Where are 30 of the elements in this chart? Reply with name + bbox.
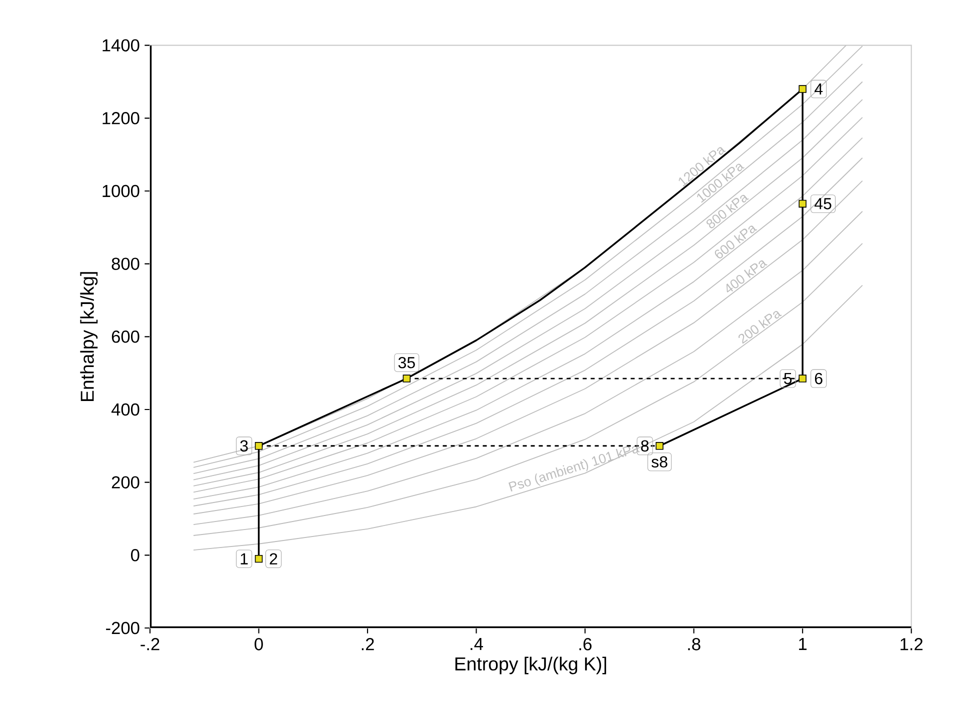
y-tick-label: 0 xyxy=(130,549,140,562)
y-axis-title: Enthalpy [kJ/kg] xyxy=(80,272,98,402)
x-tick-label: 1 xyxy=(799,638,807,650)
x-tick-label: .8 xyxy=(688,638,700,650)
x-tick-label: .2 xyxy=(362,638,374,650)
y-tick-label: 1000 xyxy=(102,184,140,198)
y-tick-label: 600 xyxy=(112,330,140,343)
x-tick-label: 0 xyxy=(254,638,263,650)
x-axis-title: Entropy [kJ/(kg K)] xyxy=(455,656,606,674)
y-tick-label: 1200 xyxy=(102,112,140,124)
annotation: 1 xyxy=(240,553,248,564)
y-tick-label: 800 xyxy=(112,258,140,270)
x-tick-label: .6 xyxy=(579,638,592,650)
annotation: 3 xyxy=(240,440,248,452)
annotation: 4 xyxy=(814,84,823,95)
annotation: 45 xyxy=(814,198,832,210)
x-tick-label: -.2 xyxy=(140,638,160,650)
y-tick-label: 200 xyxy=(112,476,140,488)
annotation: s8 xyxy=(652,456,668,468)
x-tick-label: .4 xyxy=(470,638,484,650)
text: 400 kPa xyxy=(726,260,768,292)
annotation: 6 xyxy=(814,372,822,384)
y-tick-label: 1400 xyxy=(102,39,140,52)
x-tick-label: 1.2 xyxy=(900,638,923,650)
text: 600 kPa xyxy=(714,226,758,258)
y-tick-label: 400 xyxy=(111,403,140,416)
annotation: 2 xyxy=(270,553,278,564)
text: 200 kPa xyxy=(738,310,782,344)
annotation: 35 xyxy=(398,356,415,368)
y-tick-label: -200 xyxy=(106,622,140,634)
